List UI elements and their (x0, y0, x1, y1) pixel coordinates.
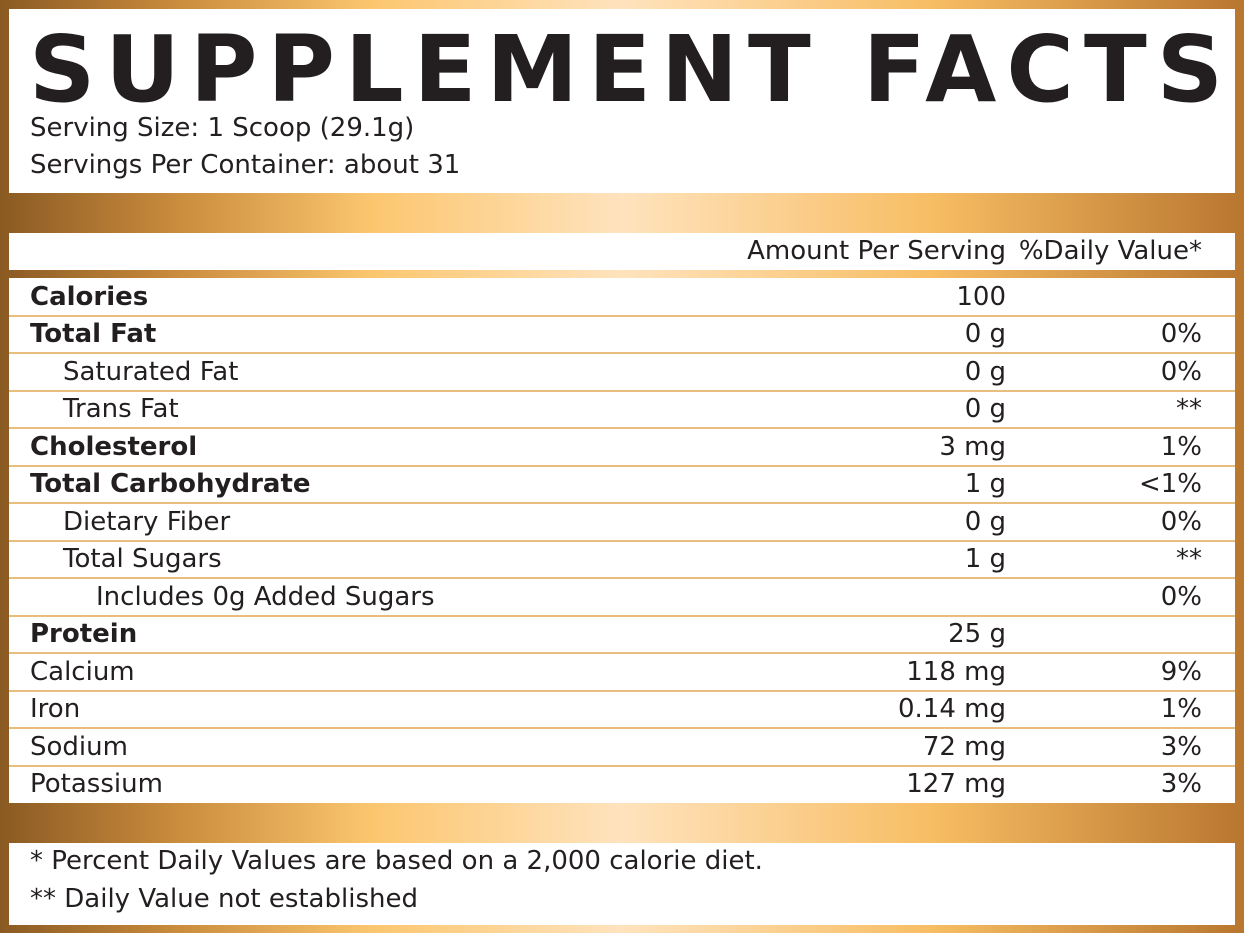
nutrient-amount: 1 g (964, 544, 1006, 575)
nutrient-dv: ** (1176, 394, 1202, 425)
nutrient-amount: 0 g (964, 356, 1006, 387)
amount-header: Amount Per Serving (747, 236, 1006, 266)
row-separator (9, 314, 1235, 317)
row-separator (9, 727, 1235, 729)
title-svg: SUPPLEMENT FACTS (29, 16, 1223, 119)
row-separator (9, 464, 1235, 467)
nutrient-dv: 0% (1160, 356, 1202, 387)
row-separator (9, 352, 1235, 354)
footnote-panel: * Percent Daily Values are based on a 2,… (9, 843, 1235, 925)
row-separator (9, 652, 1235, 654)
nutrient-amount: 118 mg (906, 656, 1006, 687)
nutrient-name: Total Carbohydrate (30, 469, 311, 500)
nutrient-dv: 0% (1160, 506, 1202, 537)
nutrient-name: Saturated Fat (63, 356, 239, 387)
footnote: ** Daily Value not established (30, 884, 418, 914)
nutrient-dv: 1% (1160, 694, 1202, 725)
nutrient-amount: 127 mg (906, 769, 1006, 800)
row-separator (9, 427, 1235, 429)
row-separator (9, 502, 1235, 504)
nutrient-name: Total Fat (30, 319, 157, 350)
nutrient-name: Calcium (30, 656, 135, 687)
nutrient-amount: 1 g (964, 469, 1006, 500)
nutrient-dv: 3% (1160, 769, 1202, 800)
nutrient-amount: 3 mg (939, 431, 1006, 462)
servings-per-container: Servings Per Container: about 31 (30, 150, 461, 180)
row-separator (9, 614, 1235, 617)
footnote: * Percent Daily Values are based on a 2,… (30, 846, 763, 876)
nutrient-dv: 9% (1160, 656, 1202, 687)
row-separator (9, 389, 1235, 392)
nutrient-dv: ** (1176, 544, 1202, 575)
nutrient-amount: 72 mg (922, 731, 1006, 762)
nutrient-name: Trans Fat (63, 394, 179, 425)
nutrient-name: Cholesterol (30, 431, 198, 462)
row-separator (9, 764, 1235, 767)
nutrient-dv: 1% (1160, 431, 1202, 462)
nutrient-amount: 0 g (964, 319, 1006, 350)
nutrient-table: Calories 100 Total Fat 0 g 0% Saturated Fat 0 … (9, 278, 1235, 803)
serving-size: Serving Size: 1 Scoop (29.1g) (30, 113, 415, 143)
dv-header: %Daily Value* (1018, 236, 1202, 266)
nutrient-amount: 100 (956, 281, 1006, 312)
nutrient-name: Calories (30, 281, 149, 312)
nutrient-amount: 0.14 mg (898, 694, 1006, 725)
nutrient-name: Iron (30, 694, 81, 725)
row-separator (9, 689, 1235, 692)
nutrient-name: Sodium (30, 731, 128, 762)
row-separator (9, 577, 1235, 579)
nutrient-dv: 0% (1160, 581, 1202, 612)
nutrient-name: Includes 0g Added Sugars (96, 581, 435, 612)
nutrient-dv: <1% (1138, 469, 1202, 500)
nutrient-amount: 0 g (964, 506, 1006, 537)
column-header: Amount Per Serving %Daily Value* (9, 233, 1235, 270)
nutrient-name: Total Sugars (63, 544, 222, 575)
nutrient-amount: 0 g (964, 394, 1006, 425)
nutrient-name: Protein (30, 619, 138, 650)
nutrient-amount: 25 g (948, 619, 1006, 650)
nutrient-name: Dietary Fiber (63, 506, 231, 537)
title: SUPPLEMENT FACTS (29, 16, 1223, 119)
row-separator (9, 539, 1235, 542)
nutrient-dv: 0% (1160, 319, 1202, 350)
nutrient-dv: 3% (1160, 731, 1202, 762)
nutrient-name: Potassium (30, 769, 163, 800)
header-panel: SUPPLEMENT FACTS Serving Size: 1 Scoop (… (9, 9, 1235, 193)
